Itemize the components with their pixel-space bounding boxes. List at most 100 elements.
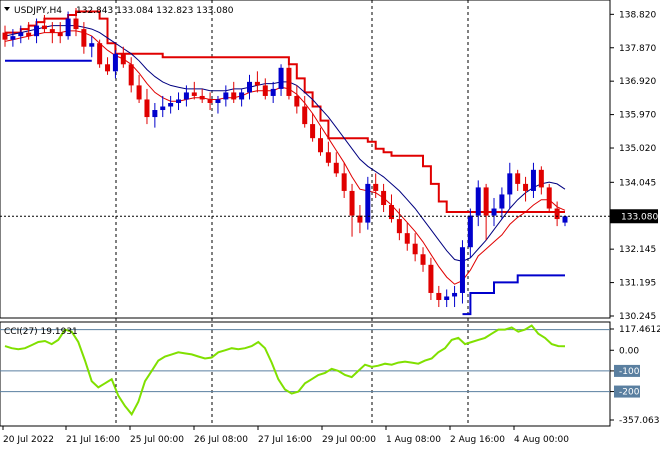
price-panel-frame (0, 0, 611, 319)
candle (530, 162, 536, 198)
time-tick-label: 4 Aug 00:00 (514, 435, 569, 445)
candle (444, 289, 450, 308)
fast-ma-line (4, 30, 566, 285)
time-tick-label: 1 Aug 08:00 (386, 435, 441, 445)
price-tick-label: 135.970 (619, 111, 656, 121)
candle (507, 162, 513, 209)
header: USDJPY,H4 132.843 133.084 132.823 133.08… (4, 6, 234, 16)
cci-tick-label: 117.4612 (619, 325, 660, 335)
candle (365, 176, 371, 230)
candle (546, 183, 552, 213)
indicator-lines (4, 10, 566, 316)
candle (325, 141, 331, 167)
candle (89, 36, 95, 58)
candle (373, 173, 379, 198)
time-tick-label: 21 Jul 16:00 (66, 435, 120, 445)
candle (523, 176, 529, 202)
candle (562, 215, 568, 227)
candle (34, 18, 40, 44)
price-axis: 138.820 137.870 136.920 135.970 135.020 134.0… (610, 10, 656, 322)
candle (81, 22, 87, 54)
price-tick-label: 136.920 (619, 77, 656, 87)
cci-level-box (614, 385, 640, 398)
candle (136, 74, 142, 103)
cci-tick-label: -200 (619, 388, 640, 398)
cci-tick-label: -357.0633 (619, 416, 660, 426)
ohlc-values: 132.843 133.084 132.823 133.080 (76, 6, 234, 16)
candle (396, 208, 402, 241)
cci-line (4, 324, 566, 417)
candle (459, 240, 465, 304)
candle (270, 81, 276, 103)
candle (491, 197, 497, 227)
candle (262, 78, 268, 100)
cci-series-line (4, 324, 566, 417)
price-tick-label: 135.020 (619, 144, 656, 154)
lower-band-line (5, 59, 565, 316)
candle (97, 39, 103, 68)
time-tick-label: 25 Jul 00:00 (130, 435, 184, 445)
chevron-down-icon[interactable] (4, 7, 10, 11)
candle (436, 285, 442, 308)
candle (73, 8, 79, 37)
cci-reference-lines (0, 329, 610, 393)
cci-label: CCI(27) 19.1931 (4, 327, 78, 337)
candle (388, 194, 394, 223)
current-price-value: 133.080 (621, 212, 658, 222)
candle (341, 162, 347, 198)
price-tick-label: 132.145 (619, 245, 656, 255)
candles (2, 8, 568, 308)
candle (412, 233, 418, 262)
candle (538, 166, 544, 195)
candle (499, 187, 505, 220)
candle (317, 127, 323, 156)
candle (420, 247, 426, 272)
candle (223, 85, 229, 107)
candle (112, 50, 118, 79)
candle (310, 113, 316, 142)
candle (286, 64, 292, 100)
candle (160, 95, 166, 118)
candle (231, 81, 237, 103)
time-tick-label: 26 Jul 08:00 (194, 435, 248, 445)
candle (254, 71, 260, 93)
candle (247, 74, 253, 100)
candle (152, 102, 158, 128)
candle (239, 88, 245, 107)
time-tick-label: 27 Jul 16:00 (258, 435, 312, 445)
candle (57, 22, 63, 44)
cci-tick-label: -100 (619, 367, 640, 377)
candle (278, 64, 284, 96)
candle (452, 285, 458, 308)
candle (215, 95, 221, 114)
candle (120, 46, 126, 68)
candle (2, 25, 8, 47)
upper-band-line (5, 10, 565, 213)
price-tick-label: 134.045 (619, 178, 656, 188)
candle (41, 15, 47, 33)
current-price-box (610, 209, 658, 224)
candle (349, 183, 355, 237)
candle (554, 201, 560, 227)
time-tick-label: 2 Aug 16:00 (450, 435, 505, 445)
candle (65, 11, 71, 40)
candle (183, 85, 189, 107)
price-tick-label: 131.195 (619, 279, 656, 289)
candle (207, 92, 213, 111)
candle (475, 180, 481, 227)
price-tick-label: 138.820 (619, 10, 656, 20)
current-price-line: 133.080 (0, 209, 658, 224)
time-tick-label: 29 Jul 00:00 (322, 435, 376, 445)
cci-tick-label: 0.00 (619, 346, 639, 356)
candle (144, 88, 150, 125)
candle (333, 152, 339, 177)
candle (49, 22, 55, 44)
candle (357, 205, 363, 234)
candle (428, 257, 434, 300)
candle (515, 169, 521, 191)
candle (404, 222, 410, 251)
candle (294, 85, 300, 114)
candle (191, 81, 197, 100)
candle (128, 57, 134, 93)
